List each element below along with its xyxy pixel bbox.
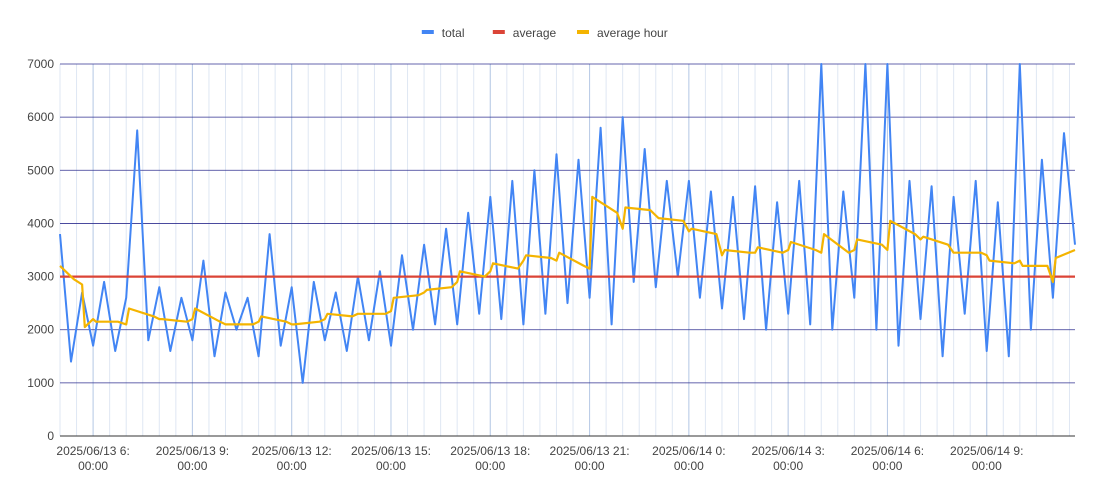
legend-label: average — [513, 26, 557, 40]
legend-swatch — [492, 30, 505, 34]
x-tick-label-time: 00:00 — [872, 459, 902, 473]
series-average-hour-line — [59, 195, 1076, 329]
y-tick-label: 3000 — [27, 270, 54, 284]
x-tick-label-time: 00:00 — [972, 459, 1002, 473]
series-total-line — [59, 63, 1076, 384]
x-tick-label-time: 00:00 — [575, 459, 605, 473]
y-tick-label: 6000 — [27, 110, 54, 124]
x-tick-label: 2025/06/13 18: — [450, 444, 530, 458]
axes: 0 1000 2000 3000 4000 5000 6000 7000 2025/06/13 … — [27, 57, 1023, 473]
y-tick-label: 2000 — [27, 323, 54, 337]
x-tick-label-time: 00:00 — [376, 459, 406, 473]
legend-item-average: average — [492, 26, 557, 40]
grid — [59, 63, 1075, 437]
x-tick-label-time: 00:00 — [277, 459, 307, 473]
series-layer — [59, 63, 1076, 384]
legend-label: average hour — [597, 26, 668, 40]
x-tick-label: 2025/06/14 9: — [950, 444, 1023, 458]
x-tick-label: 2025/06/14 3: — [751, 444, 824, 458]
y-tick-label: 4000 — [27, 216, 54, 230]
y-tick-label: 7000 — [27, 57, 54, 71]
x-tick-label-time: 00:00 — [177, 459, 207, 473]
x-tick-label: 2025/06/14 0: — [652, 444, 725, 458]
legend-swatch — [421, 30, 434, 34]
legend-label: total — [442, 26, 465, 40]
x-tick-label: 2025/06/13 6: — [56, 444, 129, 458]
y-tick-label: 0 — [47, 429, 54, 443]
legend-item-average-hour: average hour — [577, 26, 668, 40]
x-tick-label-time: 00:00 — [674, 459, 704, 473]
y-tick-label: 5000 — [27, 163, 54, 177]
x-tick-label: 2025/06/14 6: — [851, 444, 924, 458]
y-tick-label: 1000 — [27, 376, 54, 390]
x-tick-label-time: 00:00 — [78, 459, 108, 473]
x-tick-label: 2025/06/13 12: — [252, 444, 332, 458]
x-tick-label: 2025/06/13 9: — [156, 444, 229, 458]
legend-item-total: total — [421, 26, 465, 40]
x-tick-label-time: 00:00 — [475, 459, 505, 473]
x-tick-label-time: 00:00 — [773, 459, 803, 473]
x-tick-label: 2025/06/13 21: — [550, 444, 630, 458]
legend: total average average hour — [421, 26, 668, 40]
x-tick-label: 2025/06/13 15: — [351, 444, 431, 458]
legend-swatch — [577, 30, 589, 34]
